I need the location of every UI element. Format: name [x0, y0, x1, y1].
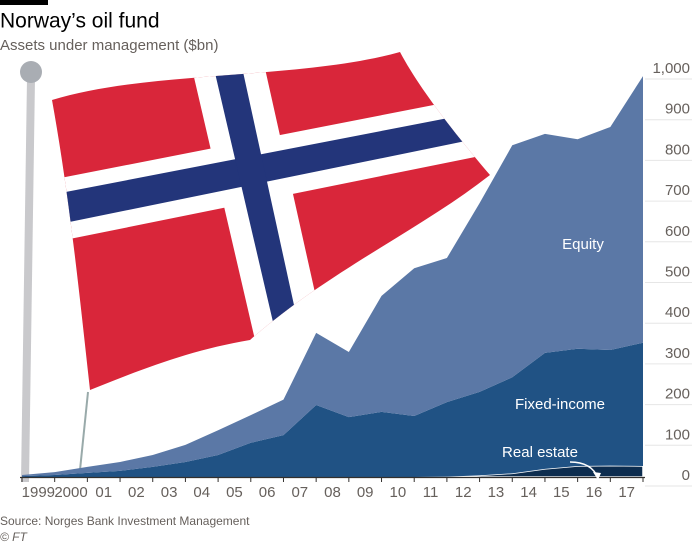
y-tick-label: 0 — [682, 467, 690, 484]
x-tick-label: 08 — [324, 484, 341, 501]
x-tick-label: 15 — [553, 484, 570, 501]
x-tick-label: 01 — [95, 484, 112, 501]
series-label: Fixed-income — [515, 396, 605, 413]
y-tick-label: 700 — [665, 182, 690, 199]
annotation-arrowhead — [593, 472, 601, 480]
y-tick-label: 100 — [665, 426, 690, 443]
x-tick-label: 04 — [193, 484, 210, 501]
x-tick-label: 07 — [291, 484, 308, 501]
x-tick-label: 14 — [520, 484, 537, 501]
x-tick-label: 06 — [259, 484, 276, 501]
flag-pole — [21, 77, 35, 483]
y-tick-label: 800 — [665, 141, 690, 158]
y-tick-label: 300 — [665, 345, 690, 362]
y-tick-label: 500 — [665, 263, 690, 280]
chart-subtitle: Assets under management ($bn) — [0, 37, 218, 54]
x-tick-label: 09 — [357, 484, 374, 501]
x-tick-label: 05 — [226, 484, 243, 501]
x-tick-label: 16 — [586, 484, 603, 501]
y-tick-label: 200 — [665, 386, 690, 403]
plot-area: Real estate Fixed-income Equity 0 100 200 300 4… — [20, 60, 692, 501]
x-tick-label: 17 — [618, 484, 635, 501]
series-label: Equity — [562, 236, 604, 253]
title-bar — [0, 0, 48, 5]
x-tick-label: 11 — [423, 484, 439, 501]
x-tick-label: 12 — [455, 484, 472, 501]
area — [22, 342, 643, 477]
y-tick-label: 400 — [665, 304, 690, 321]
x-tick-label: 10 — [390, 484, 407, 501]
pole-ball — [20, 61, 42, 83]
source: Source: Norges Bank Investment Managemen… — [0, 514, 250, 528]
y-tick-label: 600 — [665, 223, 690, 240]
x-tick-label: 1999 — [22, 484, 55, 501]
flag-rope — [79, 391, 89, 471]
y-tick-label: 900 — [665, 101, 690, 118]
x-tick-label: 13 — [488, 484, 505, 501]
x-tick-label: 2000 — [54, 484, 87, 501]
y-tick-label: 1,000 — [652, 60, 690, 77]
series-label: Real estate — [502, 444, 578, 461]
chart-title: Norway’s oil fund — [0, 10, 160, 33]
x-tick-label: 02 — [128, 484, 145, 501]
x-tick-label: 03 — [161, 484, 178, 501]
credit: © FT — [0, 530, 29, 544]
area — [22, 76, 643, 477]
